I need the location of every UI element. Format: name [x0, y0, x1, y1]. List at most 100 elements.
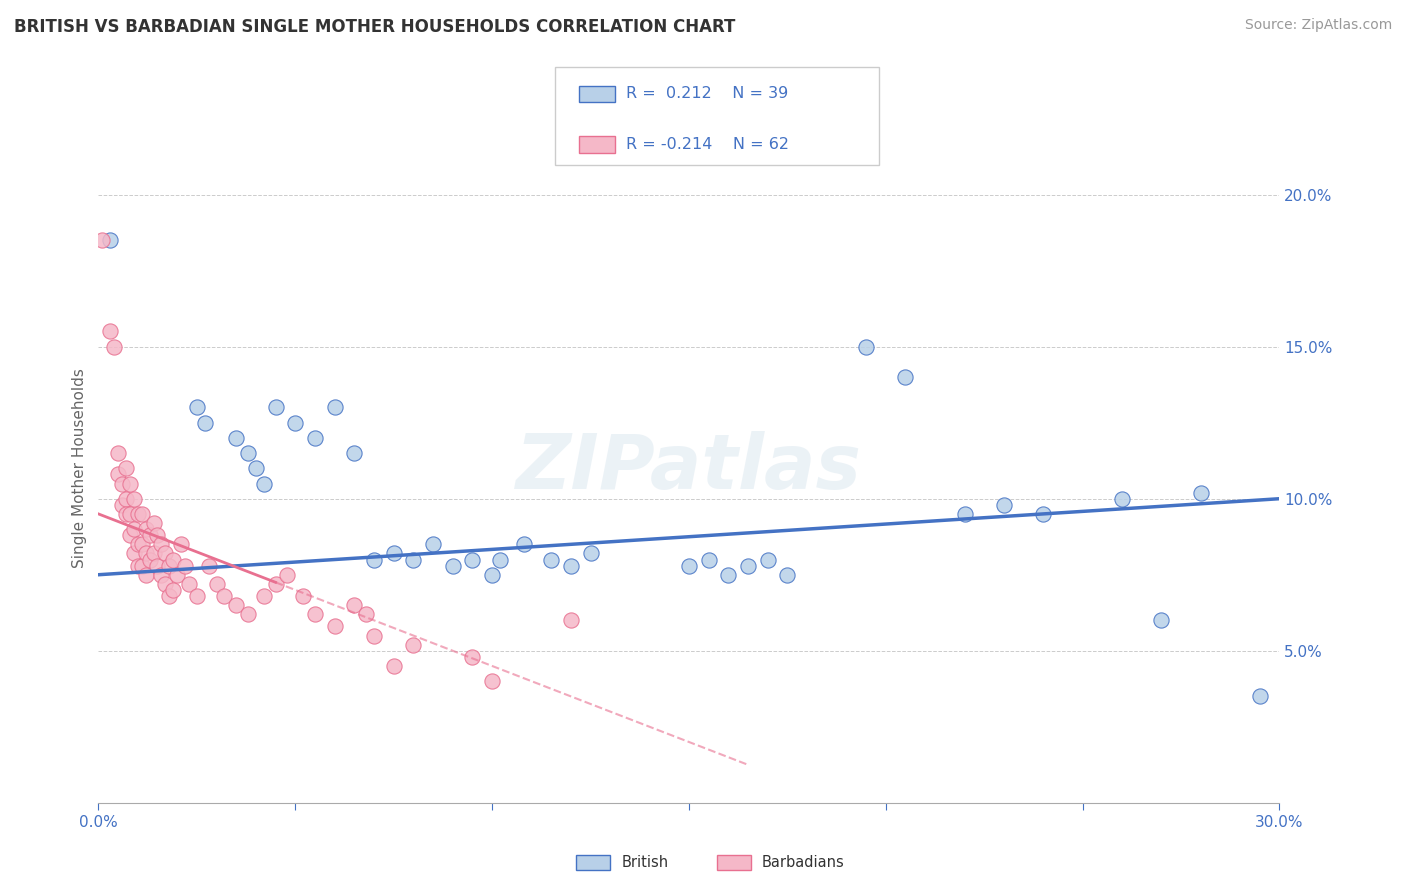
Text: Source: ZipAtlas.com: Source: ZipAtlas.com [1244, 18, 1392, 32]
Point [127, 507, 149, 521]
Point [402, 552, 425, 566]
Point [155, 546, 177, 560]
Point [560, 558, 582, 573]
Point [146, 528, 169, 542]
Point [1150, 613, 1173, 627]
Point [292, 589, 315, 603]
Point [756, 552, 779, 566]
Point [1189, 485, 1212, 500]
Point [225, 598, 247, 612]
Point [166, 567, 188, 582]
Point [122, 491, 145, 506]
Point [717, 567, 740, 582]
Point [127, 537, 149, 551]
Text: Barbadians: Barbadians [762, 855, 845, 870]
Point [382, 546, 405, 560]
Point [197, 558, 219, 573]
Point [354, 607, 377, 622]
Point [162, 582, 184, 597]
Point [253, 589, 276, 603]
Point [422, 537, 444, 551]
Point [481, 674, 503, 689]
Point [150, 537, 173, 551]
Point [122, 546, 145, 560]
Point [170, 537, 193, 551]
Point [118, 476, 141, 491]
Point [127, 558, 149, 573]
Point [135, 546, 157, 560]
Point [489, 552, 512, 566]
Point [441, 558, 464, 573]
Point [304, 607, 326, 622]
Point [150, 567, 173, 582]
Point [382, 659, 405, 673]
Point [155, 577, 177, 591]
Point [855, 340, 877, 354]
Point [225, 431, 247, 445]
Point [461, 552, 484, 566]
Point [264, 401, 287, 415]
Point [194, 416, 217, 430]
Point [138, 528, 160, 542]
Point [284, 416, 307, 430]
Point [1032, 507, 1054, 521]
Point [146, 558, 169, 573]
Point [214, 589, 236, 603]
Point [142, 546, 165, 560]
Point [363, 552, 385, 566]
Point [135, 567, 157, 582]
Point [157, 589, 180, 603]
Text: R =  0.212    N = 39: R = 0.212 N = 39 [626, 87, 789, 101]
Point [103, 340, 125, 354]
Point [111, 476, 134, 491]
Point [135, 522, 157, 536]
Point [776, 567, 799, 582]
Point [107, 446, 129, 460]
Point [697, 552, 720, 566]
Point [1111, 491, 1133, 506]
Point [737, 558, 759, 573]
Point [323, 401, 346, 415]
Y-axis label: Single Mother Households: Single Mother Households [72, 368, 87, 568]
Point [953, 507, 976, 521]
Point [323, 619, 346, 633]
Point [111, 498, 134, 512]
Point [122, 522, 145, 536]
Point [253, 476, 276, 491]
Point [157, 558, 180, 573]
Point [186, 401, 208, 415]
Point [98, 233, 121, 247]
Point [276, 567, 298, 582]
Point [343, 598, 366, 612]
Point [98, 325, 121, 339]
Point [461, 649, 484, 664]
Point [236, 446, 259, 460]
Point [402, 638, 425, 652]
Point [264, 577, 287, 591]
Point [186, 589, 208, 603]
Point [131, 507, 153, 521]
Point [579, 546, 602, 560]
Point [107, 467, 129, 482]
Point [142, 516, 165, 530]
Point [118, 528, 141, 542]
Point [512, 537, 534, 551]
Point [115, 491, 138, 506]
Point [343, 446, 366, 460]
Point [138, 552, 160, 566]
Point [894, 370, 917, 384]
Text: British: British [621, 855, 669, 870]
Point [363, 628, 385, 642]
Point [177, 577, 200, 591]
Point [236, 607, 259, 622]
Point [115, 461, 138, 475]
Point [245, 461, 267, 475]
Text: R = -0.214    N = 62: R = -0.214 N = 62 [626, 137, 789, 152]
Point [131, 558, 153, 573]
Point [115, 507, 138, 521]
Point [205, 577, 228, 591]
Point [1249, 690, 1271, 704]
Point [678, 558, 700, 573]
Point [304, 431, 326, 445]
Point [91, 233, 114, 247]
